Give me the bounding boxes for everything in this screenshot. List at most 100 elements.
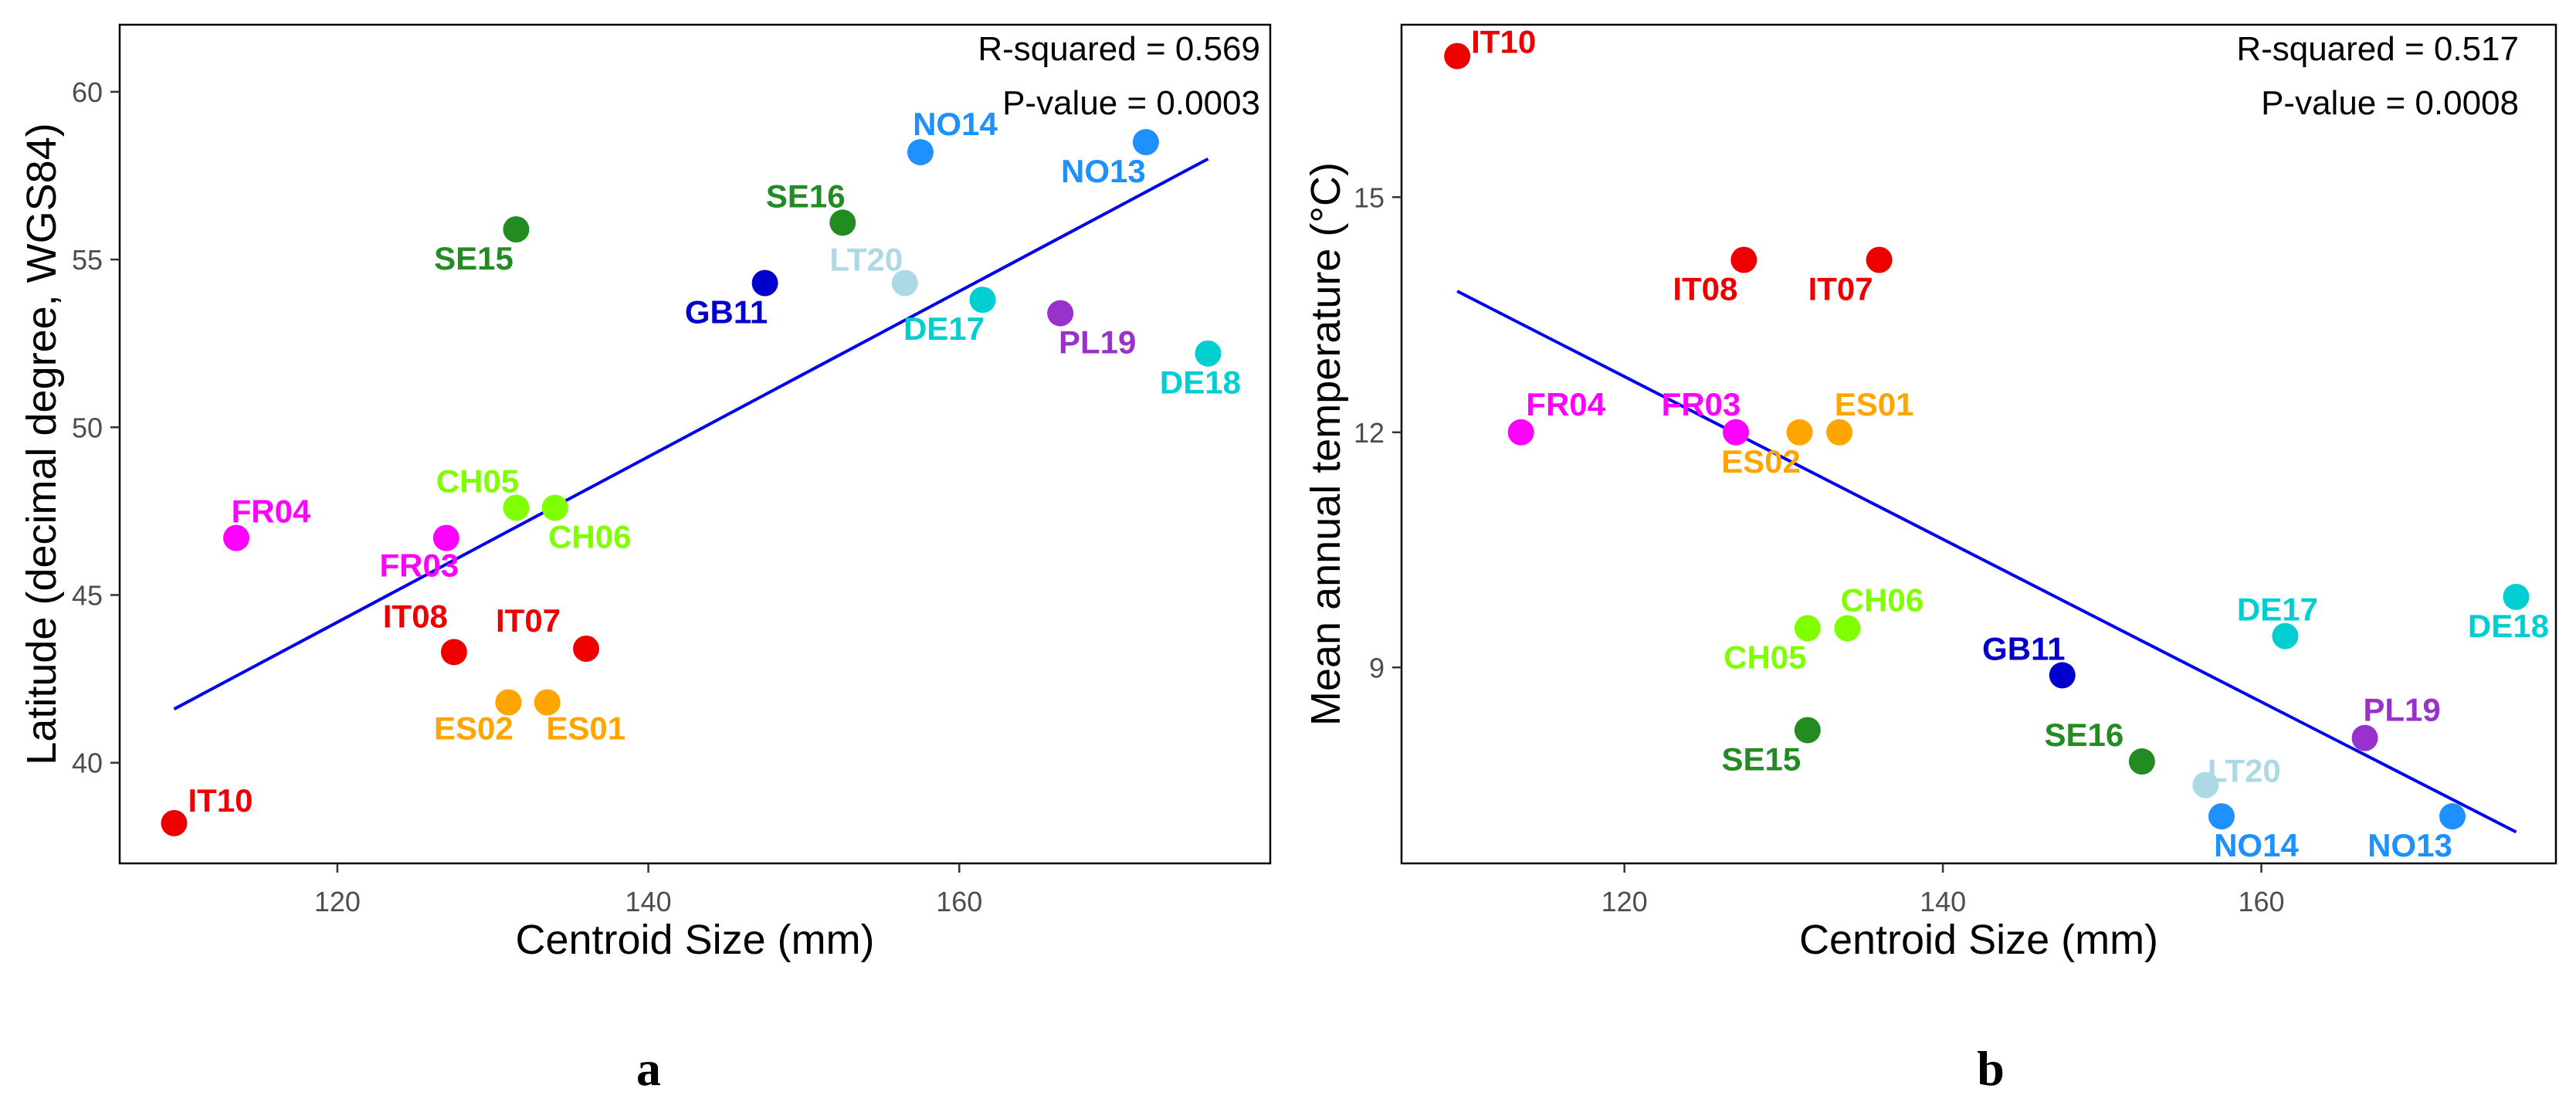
point-label-es02: ES02 — [1721, 443, 1801, 480]
x-tick-label: 140 — [1920, 886, 1966, 917]
data-point-it08 — [440, 639, 467, 666]
point-label-it08: IT08 — [1673, 270, 1737, 307]
p-value-text: P-value = 0.0003 — [1002, 84, 1260, 122]
panel-a: 120 140 160 40 45 50 55 60 Centroid Size (mm) Lat… — [19, 23, 1272, 1096]
p-value-text: P-value = 0.0008 — [2261, 84, 2519, 122]
data-point-no14 — [2208, 803, 2235, 830]
data-point-de18 — [2503, 583, 2530, 610]
x-axis-label: Centroid Size (mm) — [515, 917, 874, 963]
data-point-de17 — [2272, 622, 2299, 649]
data-point-se16 — [2128, 748, 2155, 775]
point-label-it07: IT07 — [1808, 270, 1873, 307]
regression-line — [173, 157, 1209, 710]
point-label-it07: IT07 — [496, 602, 561, 639]
point-label-de17: DE17 — [903, 310, 985, 347]
point-label-fr04: FR04 — [232, 493, 311, 530]
point-label-es02: ES02 — [434, 710, 514, 746]
data-point-ch05 — [1794, 615, 1821, 642]
point-label-gb11: GB11 — [685, 293, 768, 330]
point-label-ch06: CH06 — [1841, 582, 1924, 619]
data-point-es02 — [495, 689, 522, 716]
panel-letter: a — [636, 1041, 661, 1096]
y-tick-label: 40 — [72, 748, 103, 779]
data-point-se16 — [829, 209, 856, 236]
x-axis-label: Centroid Size (mm) — [1799, 917, 2158, 963]
r-squared-text: R-squared = 0.569 — [978, 30, 1260, 68]
point-label-pl19: PL19 — [1059, 324, 1136, 361]
data-point-no13 — [2439, 803, 2466, 830]
y-tick-label: 15 — [1354, 181, 1385, 213]
point-label-de18: DE18 — [2468, 608, 2549, 644]
data-point-se15 — [503, 215, 530, 242]
data-point-es02 — [1786, 419, 1813, 446]
x-tick-label: 120 — [1602, 886, 1648, 917]
data-point-pl19 — [2351, 724, 2378, 751]
point-label-se15: SE15 — [1721, 741, 1801, 777]
data-point-it07 — [1866, 246, 1893, 273]
data-point-ch05 — [503, 494, 530, 521]
point-label-it10: IT10 — [1471, 24, 1536, 60]
data-point-fr03 — [1723, 419, 1750, 446]
data-point-it08 — [1730, 246, 1757, 273]
data-point-lt20 — [2192, 771, 2219, 799]
point-label-se15: SE15 — [434, 240, 514, 276]
plot-frame — [1400, 23, 2557, 865]
point-label-fr04: FR04 — [1526, 386, 1605, 422]
panel-letter: b — [1977, 1041, 2005, 1096]
panel-b: 120 140 160 9 12 15 Centroid Size (mm) Mean ann… — [1303, 23, 2557, 1096]
data-point-fr04 — [223, 524, 250, 551]
point-label-lt20: LT20 — [2208, 753, 2281, 789]
data-point-se15 — [1794, 717, 1821, 744]
point-label-no14: NO14 — [913, 106, 998, 142]
point-label-it08: IT08 — [383, 598, 448, 634]
point-label-lt20: LT20 — [829, 241, 903, 277]
point-label-no14: NO14 — [2214, 827, 2299, 863]
regression-line — [1456, 290, 2517, 834]
data-point-de18 — [1195, 340, 1222, 367]
point-label-ch05: CH05 — [1724, 639, 1806, 676]
data-point-no14 — [907, 139, 934, 166]
data-point-no13 — [1132, 129, 1159, 156]
point-label-se16: SE16 — [766, 178, 846, 214]
point-label-fr03: FR03 — [1662, 386, 1741, 422]
point-label-no13: NO13 — [2368, 827, 2452, 863]
y-tick-label: 50 — [72, 412, 103, 443]
x-tick-label: 160 — [2238, 886, 2284, 917]
point-label-ch05: CH05 — [436, 463, 519, 500]
point-label-fr03: FR03 — [379, 548, 459, 584]
point-label-de18: DE18 — [1160, 365, 1241, 401]
data-point-it07 — [573, 635, 600, 662]
point-label-se16: SE16 — [2044, 717, 2124, 753]
y-tick-label: 12 — [1354, 417, 1385, 449]
x-tick-label: 160 — [936, 886, 982, 917]
y-axis-label: Latitude (decimal degree, WGS84) — [19, 123, 65, 765]
r-squared-text: R-squared = 0.517 — [2236, 30, 2519, 68]
point-label-de17: DE17 — [2237, 592, 2318, 628]
data-point-es01 — [534, 689, 561, 716]
point-label-ch06: CH06 — [548, 519, 631, 555]
point-label-es01: ES01 — [1835, 386, 1914, 422]
data-point-ch06 — [1834, 615, 1861, 642]
data-point-it10 — [1444, 42, 1471, 70]
y-tick-label: 60 — [72, 76, 103, 108]
plot-frame — [118, 23, 1272, 865]
y-tick-label: 45 — [72, 579, 103, 611]
data-point-fr04 — [1507, 419, 1534, 446]
data-point-it10 — [161, 809, 188, 836]
data-point-es01 — [1826, 419, 1853, 446]
point-label-gb11: GB11 — [1982, 630, 2065, 666]
point-label-it10: IT10 — [188, 782, 253, 819]
point-label-es01: ES01 — [546, 710, 625, 746]
y-tick-label: 9 — [1369, 652, 1385, 683]
point-label-pl19: PL19 — [2363, 692, 2440, 728]
y-tick-label: 55 — [72, 244, 103, 276]
data-point-ch06 — [541, 494, 568, 521]
data-point-lt20 — [891, 270, 918, 297]
data-point-gb11 — [751, 270, 778, 297]
data-point-gb11 — [2049, 662, 2076, 689]
data-point-fr03 — [432, 524, 459, 551]
x-tick-label: 140 — [625, 886, 672, 917]
y-axis-label: Mean annual temperature (°C) — [1303, 162, 1349, 726]
